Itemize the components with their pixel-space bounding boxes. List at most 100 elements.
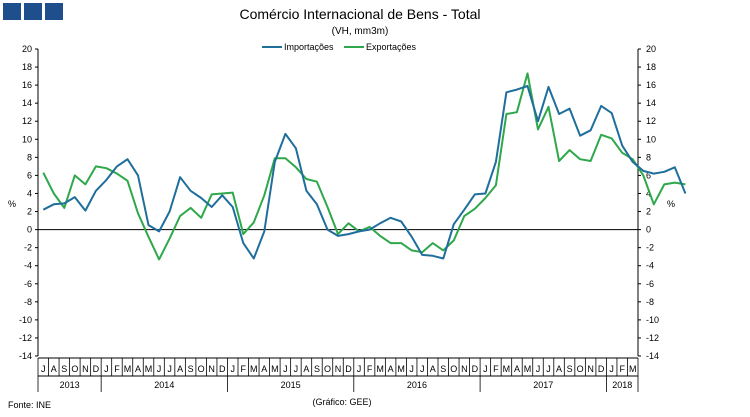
y-tick-label-left: -4 <box>24 261 32 271</box>
y-tick-label-right: -12 <box>646 333 659 343</box>
month-label: A <box>556 364 562 374</box>
legend-label-exportacoes: Exportações <box>366 42 417 52</box>
y-tick-label-right: 6 <box>646 170 651 180</box>
month-label: S <box>567 364 573 374</box>
month-label: J <box>609 364 614 374</box>
month-label: A <box>303 364 309 374</box>
y-tick-label-right: 2 <box>646 207 651 217</box>
year-label: 2013 <box>60 380 80 390</box>
month-label: F <box>114 364 120 374</box>
y-tick-label-right: 16 <box>646 80 656 90</box>
y-tick-label-left: -8 <box>24 297 32 307</box>
y-tick-label-right: 0 <box>646 225 651 235</box>
y-tick-label-left: 20 <box>22 44 32 54</box>
y-tick-label-left: 0 <box>27 225 32 235</box>
month-label: J <box>294 364 299 374</box>
y-tick-label-left: 8 <box>27 152 32 162</box>
y-tick-label-right: -6 <box>646 279 654 289</box>
credit-note: (Gráfico: GEE) <box>312 397 371 407</box>
month-label: M <box>397 364 405 374</box>
month-label: J <box>167 364 172 374</box>
month-label: O <box>71 364 78 374</box>
series-line-exportacoes <box>42 72 686 261</box>
month-label: S <box>314 364 320 374</box>
month-label: O <box>450 364 457 374</box>
month-label: S <box>61 364 67 374</box>
month-label: A <box>514 364 520 374</box>
month-label: M <box>629 364 637 374</box>
month-label: M <box>524 364 532 374</box>
y-tick-label-left: 18 <box>22 62 32 72</box>
chart-subtitle: (VH, mm3m) <box>332 26 389 37</box>
month-label: A <box>261 364 267 374</box>
month-label: F <box>241 364 247 374</box>
y-tick-label-left: -12 <box>19 333 32 343</box>
source-note: Fonte: INE <box>8 400 51 410</box>
month-label: N <box>82 364 89 374</box>
month-label: N <box>208 364 215 374</box>
month-label: J <box>357 364 362 374</box>
y-tick-label-right: 18 <box>646 62 656 72</box>
year-label: 2018 <box>612 380 632 390</box>
year-label: 2017 <box>533 380 553 390</box>
month-label: D <box>93 364 100 374</box>
month-label: A <box>430 364 436 374</box>
y-tick-label-left: 6 <box>27 170 32 180</box>
y-tick-label-left: -6 <box>24 279 32 289</box>
y-tick-label-right: 20 <box>646 44 656 54</box>
month-label: M <box>250 364 258 374</box>
month-label: J <box>41 364 46 374</box>
y-tick-label-left: 4 <box>27 188 32 198</box>
y-ticks: -14 -14 -12 -12 -10 -10 -8 -8 -6 -6 -4 -4 -2 -2 0 0 2 2 4 4… <box>19 44 659 361</box>
month-label: A <box>135 364 141 374</box>
y-axis-right-label: % <box>667 199 675 209</box>
month-label: S <box>188 364 194 374</box>
month-label: J <box>409 364 414 374</box>
month-label: J <box>536 364 541 374</box>
y-tick-label-left: -10 <box>19 315 32 325</box>
series-line-importacoes <box>42 85 687 260</box>
month-label: D <box>345 364 352 374</box>
y-tick-label-left: -2 <box>24 243 32 253</box>
y-tick-label-right: 8 <box>646 152 651 162</box>
month-label: J <box>546 364 551 374</box>
month-label: J <box>483 364 488 374</box>
month-label: M <box>503 364 511 374</box>
month-label: J <box>104 364 109 374</box>
logo-block <box>3 3 21 20</box>
y-tick-label-left: 16 <box>22 80 32 90</box>
y-tick-label-right: 14 <box>646 98 656 108</box>
logo-block <box>45 3 63 20</box>
month-label: J <box>420 364 425 374</box>
logo-block <box>24 3 42 20</box>
month-label: N <box>335 364 342 374</box>
month-label: M <box>376 364 384 374</box>
month-label: F <box>619 364 625 374</box>
y-tick-label-left: 2 <box>27 207 32 217</box>
month-label: S <box>440 364 446 374</box>
month-label: A <box>51 364 57 374</box>
month-label: O <box>198 364 205 374</box>
month-label: N <box>461 364 468 374</box>
y-tick-label-left: 12 <box>22 116 32 126</box>
y-tick-label-right: 4 <box>646 188 651 198</box>
legend: Importações Exportações <box>262 42 417 52</box>
month-label: A <box>177 364 183 374</box>
month-label: A <box>388 364 394 374</box>
month-label: M <box>124 364 132 374</box>
y-tick-label-right: -14 <box>646 351 659 361</box>
month-label: M <box>271 364 279 374</box>
month-label: O <box>577 364 584 374</box>
y-tick-label-left: 14 <box>22 98 32 108</box>
y-tick-label-right: -4 <box>646 261 654 271</box>
month-label: J <box>157 364 162 374</box>
brand-logo <box>3 3 63 20</box>
month-label: F <box>493 364 499 374</box>
year-label: 2015 <box>281 380 301 390</box>
y-tick-label-right: -2 <box>646 243 654 253</box>
month-label: M <box>145 364 153 374</box>
y-tick-label-right: 10 <box>646 134 656 144</box>
series-lines <box>42 72 687 261</box>
y-tick-label-left: 10 <box>22 134 32 144</box>
